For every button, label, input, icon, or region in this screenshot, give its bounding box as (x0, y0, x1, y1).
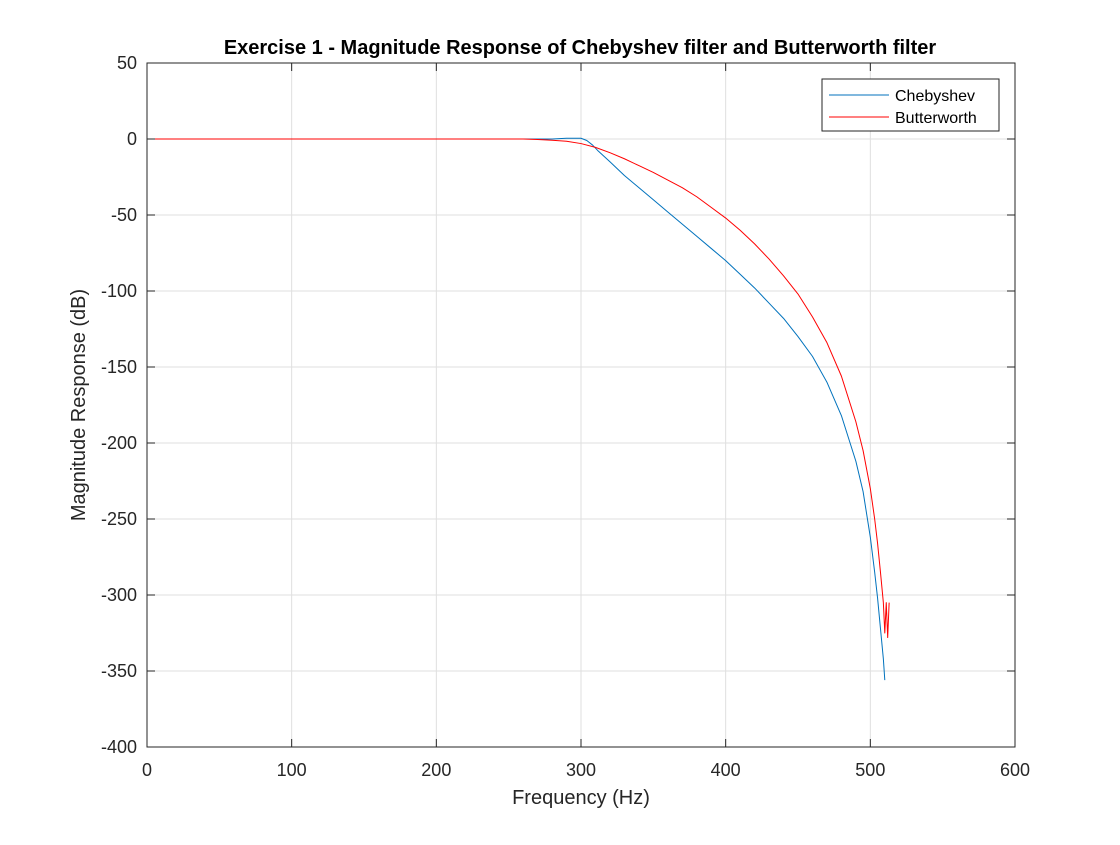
series-line-chebyshev (147, 137, 886, 681)
x-tick-label: 600 (1000, 760, 1030, 780)
legend-label-chebyshev: Chebyshev (895, 88, 975, 105)
legend: Chebyshev Butterworth (821, 78, 1000, 132)
series-line-butterworth (147, 138, 890, 639)
x-tick-label: 300 (566, 760, 596, 780)
x-tick-label: 500 (855, 760, 885, 780)
chart-title: Exercise 1 - Magnitude Response of Cheby… (224, 37, 937, 59)
x-tick-label: 200 (421, 760, 451, 780)
y-axis-ticks: -400 -350 -300 -250 -200 -150 -100 -50 0 50 (101, 53, 1015, 757)
y-tick-label: -400 (101, 737, 137, 757)
x-axis-ticks: 0 100 200 300 400 500 600 (142, 63, 1030, 780)
y-tick-label: -250 (101, 509, 137, 529)
x-tick-label: 0 (142, 760, 152, 780)
legend-box (821, 78, 1000, 132)
y-tick-label: -200 (101, 433, 137, 453)
y-tick-label: -50 (111, 205, 137, 225)
y-tick-label: -100 (101, 281, 137, 301)
y-tick-label: -350 (101, 661, 137, 681)
y-tick-label: 50 (117, 53, 137, 73)
y-axis-label: Magnitude Response (dB) (68, 289, 90, 521)
y-tick-label: 0 (127, 129, 137, 149)
x-axis-label: Frequency (Hz) (512, 787, 650, 809)
y-tick-label: -150 (101, 357, 137, 377)
y-tick-label: -300 (101, 585, 137, 605)
series-layer (147, 137, 890, 681)
x-tick-label: 100 (277, 760, 307, 780)
legend-label-butterworth: Butterworth (895, 110, 977, 127)
x-tick-label: 400 (711, 760, 741, 780)
